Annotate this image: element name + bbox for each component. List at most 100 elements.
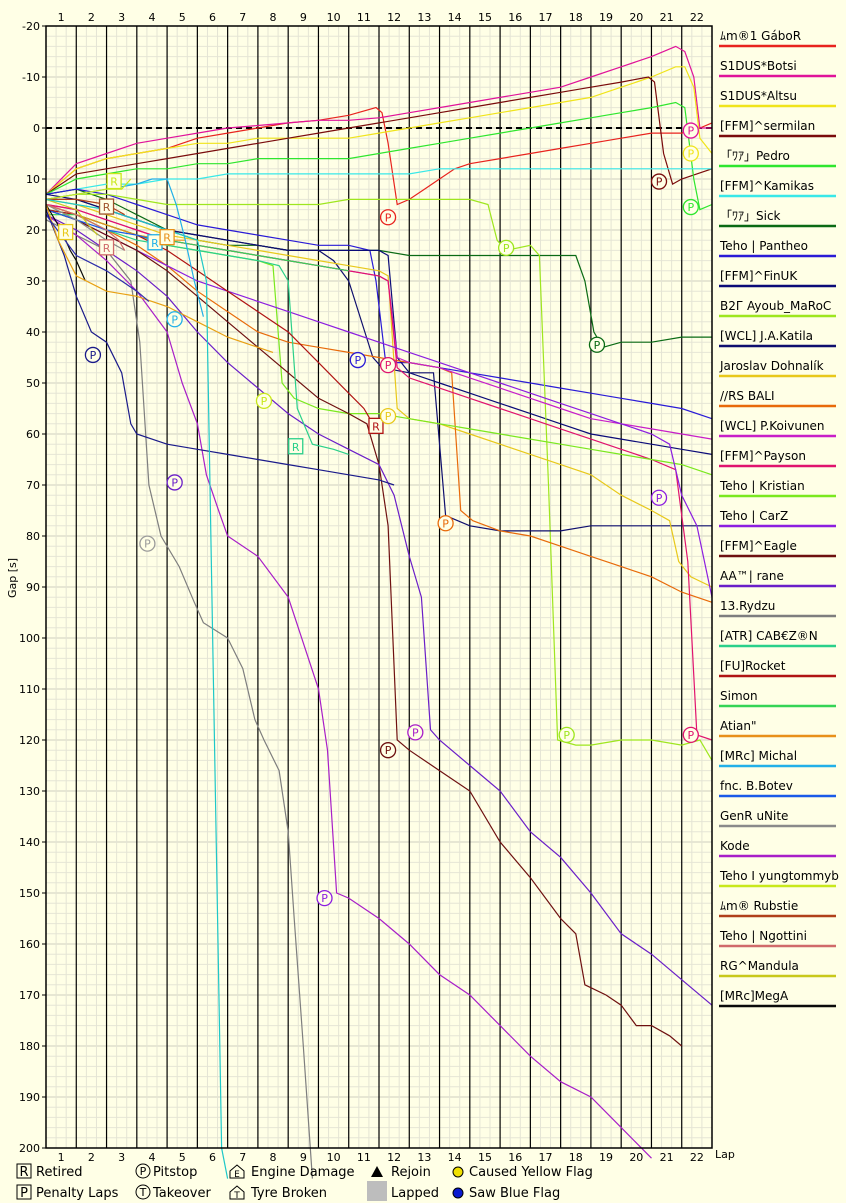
pitstop-marker-18: P <box>379 407 397 425</box>
marker-symbol: P <box>144 538 151 551</box>
legend-label: ﾑm®1 GáboR <box>720 29 801 43</box>
x-tick-label-top: 20 <box>629 11 643 24</box>
legend-label: [FFM]^Payson <box>720 449 806 463</box>
marker-symbol: P <box>503 242 510 255</box>
pitstop-marker-10: P <box>166 474 183 491</box>
pitstop-marker-16: P <box>379 209 397 226</box>
marker-symbol: P <box>594 339 601 352</box>
legend-entry-31: Teho | Ngottini <box>719 929 836 948</box>
series-line-3 <box>45 66 713 195</box>
pitstop-marker-29: P <box>682 198 699 216</box>
legend-label: Atian" <box>720 719 757 733</box>
x-tick-label-bottom: 19 <box>599 1151 613 1164</box>
series-line-6 <box>45 168 712 195</box>
legend-entry-24: Atian" <box>719 719 836 738</box>
retired-marker-12: R <box>288 438 304 455</box>
key-tyre-label: Tyre Broken <box>250 1186 327 1201</box>
x-tick-label-bottom: 10 <box>327 1151 341 1164</box>
x-tick-label-bottom: 2 <box>88 1151 95 1164</box>
legend-entry-25: [MRc] Michal <box>719 749 836 768</box>
x-tick-label-top: 2 <box>88 11 95 24</box>
y-tick-label: 50 <box>26 377 40 390</box>
pitstop-marker-19: P <box>379 742 397 759</box>
series-lines <box>45 45 713 1179</box>
y-tick-label: 40 <box>26 326 40 339</box>
pitstop-marker-23: P <box>558 726 575 744</box>
key-rejoin: Rejoin <box>371 1165 431 1180</box>
y-tick-label: -10 <box>22 71 40 84</box>
y-tick-label: 160 <box>19 938 40 951</box>
x-tick-label-top: 15 <box>478 11 492 24</box>
y-tick-label: 120 <box>19 734 40 747</box>
y-tick-label: 200 <box>19 1142 40 1155</box>
series-line-18 <box>45 209 683 1047</box>
y-tick-label: 130 <box>19 785 40 798</box>
y-tick-label: 140 <box>19 836 40 849</box>
key-retired-symbol: R <box>19 1165 28 1180</box>
y-tick-label: 10 <box>26 173 40 186</box>
x-tick-label-bottom: 6 <box>209 1151 216 1164</box>
legend-entry-23: Simon <box>719 689 836 708</box>
key-lapped: Lapped <box>367 1181 439 1201</box>
pitstop-marker-14: P <box>349 351 366 369</box>
legend-entry-15: [FFM]^Payson <box>719 449 836 468</box>
series-line-33 <box>45 204 86 282</box>
x-tick-label-bottom: 15 <box>478 1151 492 1164</box>
legend-label: Teho | Kristian <box>719 479 805 493</box>
legend-entry-4: [FFM]^sermilan <box>719 119 836 138</box>
key-penalty-label: Penalty Laps <box>36 1186 119 1201</box>
key-engine-symbol: E <box>234 1170 240 1180</box>
retired-marker-15: R <box>368 417 384 435</box>
series-line-27 <box>45 203 125 251</box>
marker-symbol: R <box>292 441 300 454</box>
marker-symbol: R <box>163 232 171 245</box>
marker-symbol: P <box>656 492 663 505</box>
series-line-34 <box>45 209 395 486</box>
legend-entry-5: 「ﾜｱ」Pedro <box>719 149 836 168</box>
marker-symbol: P <box>563 729 570 742</box>
legend-entry-10: B2Г Ayoub_MaRoC <box>719 299 836 318</box>
y-tick-label: 170 <box>19 989 40 1002</box>
legend-entry-22: [FU]Rocket <box>719 659 836 678</box>
x-tick-label-top: 17 <box>539 11 553 24</box>
legend-label: S1DUS*Botsi <box>720 59 797 73</box>
key-tyre-symbol: T <box>233 1191 240 1201</box>
key-tyre: T Tyre Broken <box>229 1185 327 1201</box>
marker-symbol: R <box>62 227 70 240</box>
legend-label: RG^Mandula <box>720 959 799 973</box>
legend-entry-12: Jaroslav Dohnalík <box>719 359 836 378</box>
key-lapped-label: Lapped <box>391 1186 439 1201</box>
marker-symbol: P <box>687 125 694 138</box>
pitstop-marker-22: P <box>497 239 515 257</box>
pitstop-marker-25: P <box>650 173 668 190</box>
y-tick-label: 190 <box>19 1091 40 1104</box>
x-tick-label-bottom: 20 <box>629 1151 643 1164</box>
x-tick-label-top: 8 <box>270 11 277 24</box>
x-tick-label-top: 12 <box>387 11 401 24</box>
pitstop-marker-28: P <box>682 145 699 162</box>
legend-entry-26: fnc. B.Botev <box>719 779 836 798</box>
marker-symbol: P <box>656 176 663 189</box>
legend-entry-14: [WCL] P.Koivunen <box>719 419 836 438</box>
key-engine: E Engine Damage <box>229 1164 355 1180</box>
x-tick-label-top: 16 <box>508 11 522 24</box>
x-tick-label-bottom: 1 <box>58 1151 65 1164</box>
y-tick-label: 110 <box>19 683 40 696</box>
legend-label: S1DUS*Altsu <box>720 89 797 103</box>
legend-label: [WCL] J.A.Katila <box>720 329 813 343</box>
y-tick-label: 0 <box>33 122 40 135</box>
key-yellow-label: Caused Yellow Flag <box>469 1165 593 1180</box>
legend: ﾑm®1 GáboR S1DUS*Botsi S1DUS*Altsu [FFM]^se… <box>719 29 839 1008</box>
legend-entry-28: Kode <box>719 839 836 858</box>
marker-symbol: P <box>354 354 361 367</box>
x-tick-label-bottom: 12 <box>387 1151 401 1164</box>
marker-symbol: P <box>687 201 694 214</box>
x-tick-label-bottom: 3 <box>118 1151 125 1164</box>
marker-symbol: R <box>151 237 159 250</box>
series-line-31 <box>45 203 126 251</box>
retired-marker-7: R <box>159 228 175 246</box>
pitstop-marker-11: P <box>255 392 273 410</box>
x-tick-label-bottom: 18 <box>569 1151 583 1164</box>
x-tick-label-top: 11 <box>357 11 371 24</box>
legend-entry-20: 13.Rydzu <box>719 599 836 618</box>
